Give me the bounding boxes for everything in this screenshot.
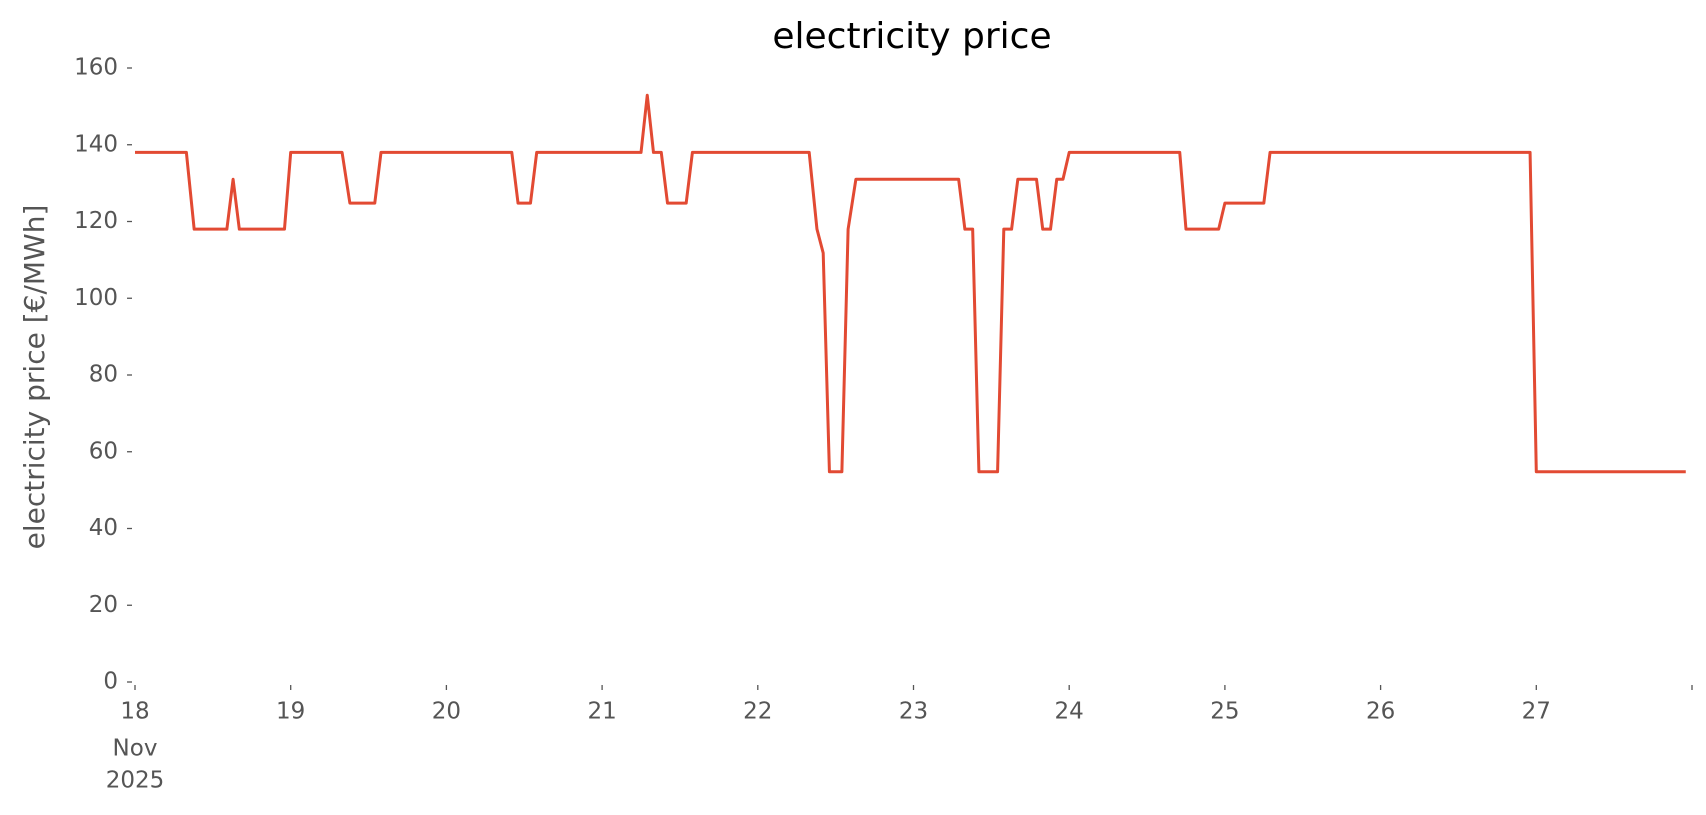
x-tick-label: 23 [899,699,928,725]
y-tick-label: 20 [89,592,118,618]
y-tick-label: 100 [74,285,118,311]
x-tick-label: 20 [432,699,461,725]
x-tick-label: 18 [120,699,149,725]
x-tick-sublabel: 2025 [106,768,165,794]
x-tick-label: 25 [1210,699,1239,725]
x-tick-label: 27 [1522,699,1551,725]
chart-title: electricity price [772,16,1051,57]
x-tick-label: 22 [743,699,772,725]
x-tick-label: 19 [276,699,305,725]
x-tick-label: 24 [1055,699,1084,725]
y-tick-label: 140 [74,131,118,157]
y-tick-label: 80 [89,362,118,388]
y-tick-label: 0 [103,669,118,695]
y-tick-label: 120 [74,208,118,234]
y-axis-label: electricity price [€/MWh] [18,205,51,550]
y-tick-label: 60 [89,438,118,464]
x-tick-sublabel: Nov [113,736,158,762]
y-tick-label: 160 [74,55,118,81]
y-tick-label: 40 [89,515,118,541]
x-tick-label: 21 [587,699,616,725]
price-line [135,93,1686,474]
x-tick-label: 26 [1366,699,1395,725]
